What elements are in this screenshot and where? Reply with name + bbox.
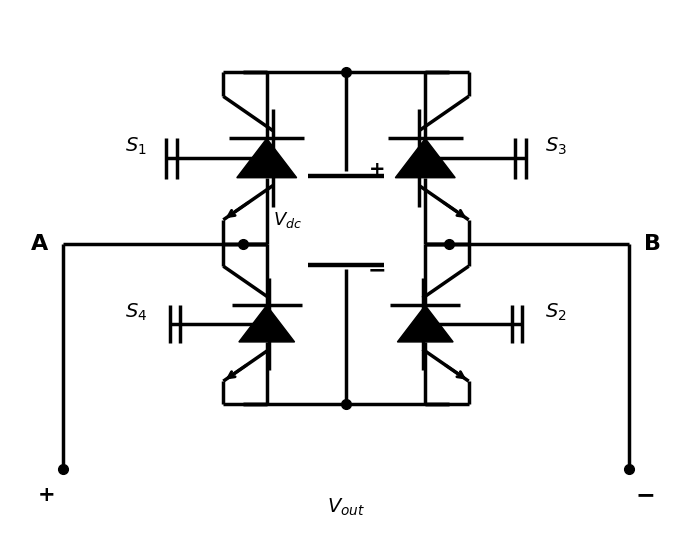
Text: $S_2$: $S_2$ — [545, 301, 567, 323]
Polygon shape — [395, 139, 455, 178]
Text: +: + — [37, 485, 55, 505]
Polygon shape — [397, 305, 453, 342]
Text: −: − — [636, 483, 656, 507]
Text: $V_{out}$: $V_{out}$ — [327, 496, 365, 518]
Polygon shape — [239, 305, 295, 342]
Text: A: A — [30, 234, 48, 254]
Text: −: − — [367, 261, 386, 280]
Text: $S_1$: $S_1$ — [125, 135, 147, 157]
Text: $S_4$: $S_4$ — [125, 301, 147, 323]
Text: $V_{dc}$: $V_{dc}$ — [273, 210, 302, 230]
Polygon shape — [237, 139, 297, 178]
Text: $S_3$: $S_3$ — [545, 135, 567, 157]
Text: +: + — [369, 160, 385, 179]
Text: B: B — [644, 234, 661, 254]
